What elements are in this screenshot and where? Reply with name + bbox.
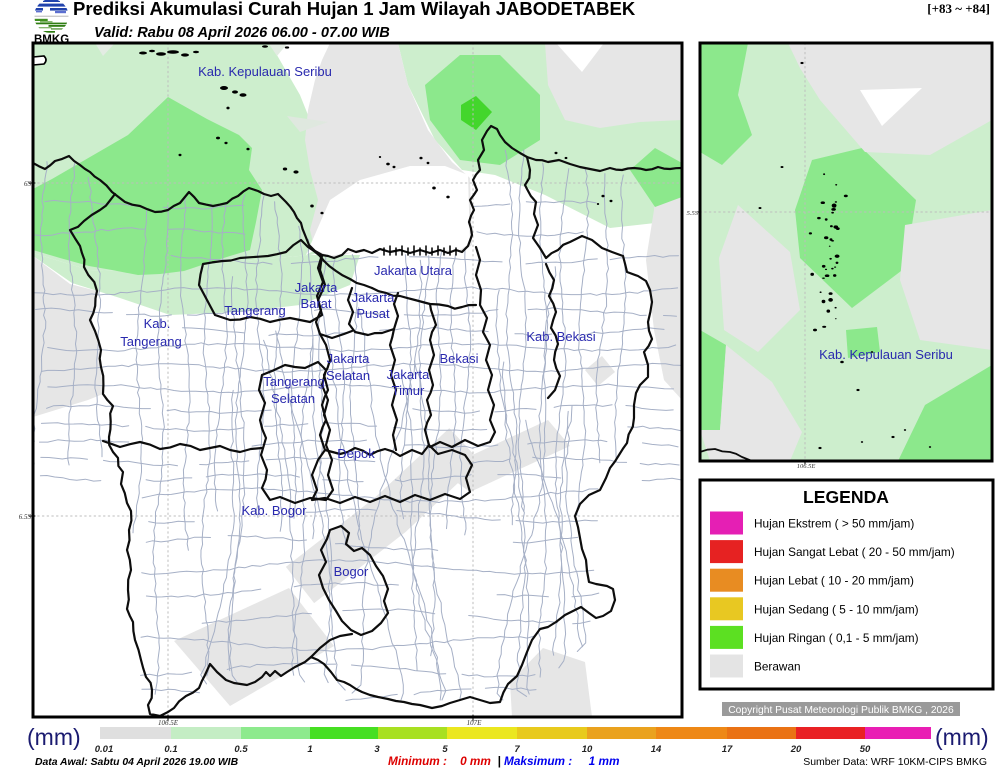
svg-text:(mm): (mm) [27,724,81,750]
svg-text:106.5E: 106.5E [797,463,816,470]
svg-text:Tangerang: Tangerang [120,334,181,349]
svg-text:[+83 ~ +84]: [+83 ~ +84] [927,1,990,16]
svg-text:20: 20 [790,744,802,755]
svg-text:17: 17 [722,744,733,755]
svg-text:6.5S: 6.5S [19,513,32,521]
svg-text:6S: 6S [24,180,32,188]
svg-text:0.01: 0.01 [95,744,114,755]
svg-text:0.5: 0.5 [234,744,248,755]
svg-text:7: 7 [514,744,520,755]
svg-text:Kab.: Kab. [144,316,171,331]
svg-text:Tangerang: Tangerang [224,303,285,318]
svg-text:5: 5 [442,744,448,755]
svg-text:Tangerang: Tangerang [263,374,324,389]
svg-text:Prediksi Akumulasi Curah Hujan: Prediksi Akumulasi Curah Hujan 1 Jam Wil… [73,0,636,19]
svg-text:Berawan: Berawan [754,660,801,674]
svg-text:Hujan Ekstrem ( > 50 mm/jam): Hujan Ekstrem ( > 50 mm/jam) [754,517,914,531]
svg-text:1: 1 [307,744,312,755]
svg-text:Hujan Sedang ( 5 - 10 mm/jam): Hujan Sedang ( 5 - 10 mm/jam) [754,602,919,616]
svg-text:Jakarta: Jakarta [327,351,370,366]
svg-text:107E: 107E [467,719,483,727]
svg-text:Bogor: Bogor [334,564,369,579]
svg-text:Hujan Ringan ( 0,1 - 5 mm/jam): Hujan Ringan ( 0,1 - 5 mm/jam) [754,631,919,645]
svg-text:Kab. Kepulauan Seribu: Kab. Kepulauan Seribu [198,64,332,79]
svg-text:Barat: Barat [300,296,331,311]
svg-text:Kab. Bogor: Kab. Bogor [241,503,307,518]
svg-text:Timur: Timur [392,383,425,398]
svg-text:Selatan: Selatan [271,391,315,406]
svg-text:3: 3 [374,744,380,755]
svg-text:Jakarta: Jakarta [295,280,338,295]
svg-text:Selatan: Selatan [326,368,370,383]
svg-text:Jakarta: Jakarta [387,367,430,382]
svg-text:Kab. Bekasi: Kab. Bekasi [526,329,595,344]
svg-text:Copyright Pusat Meteorologi Pu: Copyright Pusat Meteorologi Publik BMKG … [728,705,954,716]
svg-text:Hujan Sangat Lebat ( 20 - 50 m: Hujan Sangat Lebat ( 20 - 50 mm/jam) [754,545,955,559]
svg-text:Kab. Kepulauan Seribu: Kab. Kepulauan Seribu [819,347,953,362]
svg-text:10: 10 [582,744,593,755]
svg-text:Sumber Data: WRF 10KM-CIPS BMK: Sumber Data: WRF 10KM-CIPS BMKG [803,756,987,768]
svg-text:Depok: Depok [337,446,375,461]
svg-text:BMKG: BMKG [34,34,69,46]
svg-text:Hujan Lebat ( 10 - 20 mm/jam): Hujan Lebat ( 10 - 20 mm/jam) [754,574,914,588]
svg-text:LEGENDA: LEGENDA [803,487,889,507]
svg-text:106.5E: 106.5E [158,719,179,727]
svg-text:50: 50 [860,744,871,755]
svg-text:Minimum : 0 mm | Maksimum: Minimum : 0 mm | Maksimum : 1 mm [388,754,619,768]
svg-text:Bekasi: Bekasi [439,351,478,366]
svg-text:5.5S: 5.5S [687,210,699,217]
svg-text:Pusat: Pusat [356,306,390,321]
svg-text:0.1: 0.1 [164,744,177,755]
svg-text:Valid: Rabu 08 April 2026 06.0: Valid: Rabu 08 April 2026 06.00 - 07.00 … [94,25,390,41]
svg-text:Data Awal: Sabtu 04 April 2026: Data Awal: Sabtu 04 April 2026 19.00 WIB [35,757,239,768]
svg-text:14: 14 [651,744,662,755]
svg-text:(mm): (mm) [935,724,989,750]
svg-text:Jakarta: Jakarta [352,290,395,305]
svg-text:Jakarta Utara: Jakarta Utara [374,263,453,278]
